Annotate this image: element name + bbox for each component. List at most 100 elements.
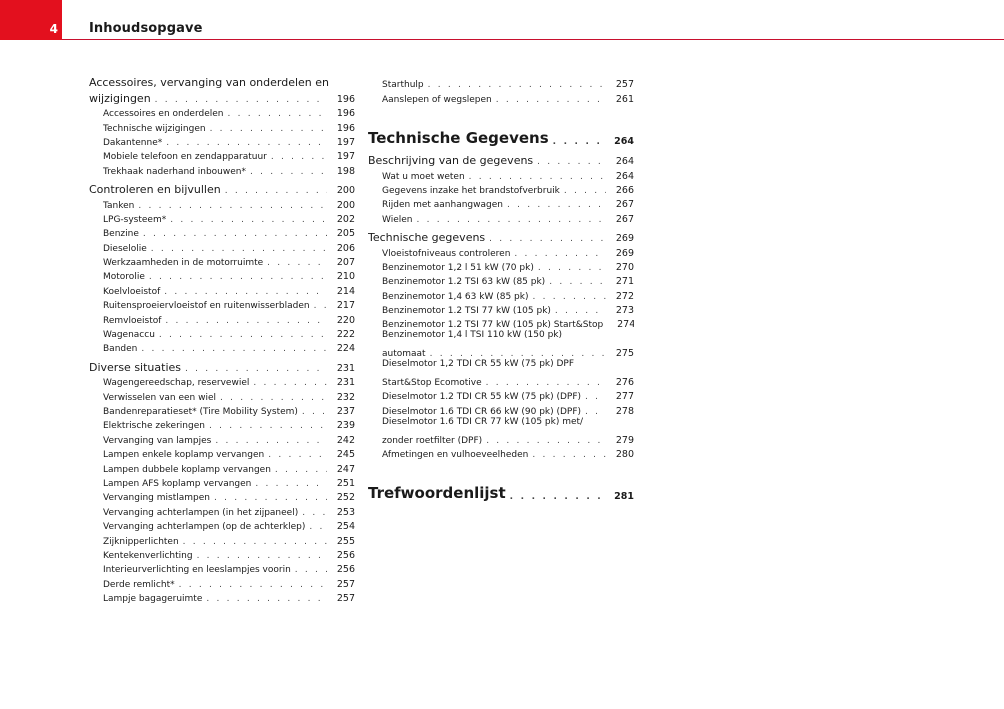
toc-entry-main[interactable]: Diverse situaties 231	[89, 359, 355, 374]
toc-page-number: 206	[336, 242, 355, 254]
toc-entry-title: Benzinemotor 1,4 63 kW (85 pk)	[382, 291, 529, 302]
toc-entry-sub[interactable]: Verwisselen van een wiel 232	[89, 388, 355, 403]
toc-entry-sub[interactable]: Dieselmotor 1,2 TDI CR 55 kW (75 pk) DPF…	[368, 359, 634, 388]
toc-entry-sub[interactable]: Mobiele telefoon en zendapparatuur 197	[89, 148, 355, 162]
toc-entry-sub[interactable]: Dieselolie 206	[89, 239, 355, 254]
toc-entry-sub[interactable]: Starthulp 257	[368, 76, 634, 90]
toc-entry-title: Zijknipperlichten	[103, 536, 179, 547]
toc-entry-sub[interactable]: Wagengereedschap, reservewiel 231	[89, 374, 355, 388]
toc-entry-sub[interactable]: Lampen AFS koplamp vervangen 251	[89, 475, 355, 489]
toc-entry-sub[interactable]: Kentekenverlichting 256	[89, 547, 355, 561]
toc-entry-sub[interactable]: Rijden met aanhangwagen 267	[368, 196, 634, 210]
toc-entry-sub[interactable]: Benzinemotor 1,4 63 kW (85 pk) 272	[368, 287, 634, 302]
toc-entry-title: Dieselmotor 1.2 TDI CR 55 kW (75 pk) (DP…	[382, 392, 582, 403]
toc-entry-sub[interactable]: Wat u moet weten 264	[368, 167, 634, 182]
toc-entry-sub[interactable]: Vervanging achterlampen (op de achterkle…	[89, 518, 355, 532]
toc-page-number: 210	[336, 271, 355, 283]
toc-entry-title: Technische Gegevens	[368, 128, 549, 147]
toc-entry-sub[interactable]: Tanken 200	[89, 196, 355, 211]
toc-entry-sub[interactable]: Benzinemotor 1,4 l TSI 110 kW (150 pk) au…	[368, 330, 634, 359]
toc-entry-sub[interactable]: Wielen 267	[368, 210, 634, 225]
toc-page-number: 278	[615, 405, 634, 417]
dot-leader	[197, 551, 327, 561]
toc-entry-sub[interactable]: Lampje bagageruimte 257	[89, 590, 355, 604]
toc-entry-sub[interactable]: Trekhaak naderhand inbouwen* 198	[89, 162, 355, 177]
toc-entry-title: Koelvloeistof	[103, 286, 161, 297]
toc-entry-sub[interactable]: Afmetingen en vulhoeveelheden 280	[368, 446, 634, 460]
dot-leader	[486, 378, 606, 388]
toc-page-number: 274	[617, 319, 634, 331]
toc-page-number: 264	[615, 170, 634, 182]
toc-entry-heading[interactable]: Technische Gegevens 264	[368, 127, 634, 147]
toc-entry-sub[interactable]: Wagenaccu 222	[89, 326, 355, 340]
toc-entry-sub[interactable]: Aanslepen of wegslepen 261	[368, 90, 634, 105]
toc-entry-sub[interactable]: Lampen dubbele koplamp vervangen 247	[89, 460, 355, 475]
toc-entry-title: Vloeistofniveaus controleren	[382, 248, 511, 259]
toc-entry-sub[interactable]: Vervanging van lampjes 242	[89, 431, 355, 446]
toc-entry-sub[interactable]: Dakantenne* 197	[89, 134, 355, 148]
dot-leader	[165, 316, 327, 326]
toc-page-number: 256	[336, 549, 355, 561]
toc-entry-sub[interactable]: Derde remlicht* 257	[89, 575, 355, 590]
toc-page-number: 280	[615, 448, 634, 460]
toc-entry-sub[interactable]: Interieurverlichting en leeslampjes voor…	[89, 561, 355, 575]
dot-leader	[149, 272, 327, 282]
toc-page-number: 200	[336, 199, 355, 211]
dot-leader	[164, 287, 327, 297]
dot-leader	[496, 95, 606, 105]
toc-entry-title: Benzinemotor 1,4 l TSI 110 kW (150 pk)	[382, 330, 563, 341]
dot-leader	[179, 580, 327, 590]
toc-entry-sub[interactable]: Vervanging mistlampen 252	[89, 489, 355, 503]
dot-leader	[215, 436, 327, 446]
toc-entry-sub[interactable]: Benzinemotor 1.2 TSI 77 kW (105 pk) 273	[368, 302, 634, 316]
dot-leader	[302, 508, 327, 518]
page-number: 4	[49, 22, 58, 36]
toc-entry-sub[interactable]: Ruitensproeiervloeistof en ruitenwisserb…	[89, 297, 355, 311]
toc-entry-sub[interactable]: Benzinemotor 1.2 TSI 63 kW (85 pk) 271	[368, 273, 634, 287]
toc-entry-sub[interactable]: Elektrische zekeringen 239	[89, 417, 355, 431]
toc-entry-title: Elektrische zekeringen	[103, 421, 205, 432]
toc-entry-sub[interactable]: Dieselmotor 1.6 TDI CR 66 kW (90 pk) (DP…	[368, 402, 634, 417]
toc-entry-sub[interactable]: Benzine 205	[89, 225, 355, 239]
toc-page-number: 207	[336, 257, 355, 269]
toc-entry-main[interactable]: Accessoires, vervanging van onderdelen e…	[89, 76, 355, 105]
toc-entry-sub[interactable]: Benzinemotor 1,2 l 51 kW (70 pk) 270	[368, 259, 634, 273]
toc-entry-sub[interactable]: Motorolie 210	[89, 268, 355, 282]
dot-leader	[210, 124, 327, 134]
toc-entry-title: Vervanging mistlampen	[103, 493, 210, 504]
toc-entry-title: Benzine	[103, 229, 139, 240]
toc-entry-main[interactable]: Technische gegevens 269	[368, 230, 634, 244]
toc-entry-sub[interactable]: Zijknipperlichten 255	[89, 532, 355, 547]
toc-entry-heading[interactable]: Trefwoordenlijst 281	[368, 482, 634, 502]
dot-leader	[253, 378, 327, 388]
toc-entry-sub[interactable]: Lampen enkele koplamp vervangen 245	[89, 446, 355, 460]
toc-entry-sub[interactable]: Benzinemotor 1.2 TSI 77 kW (105 pk) Star…	[368, 316, 634, 330]
toc-entry-sub[interactable]: Dieselmotor 1.2 TDI CR 55 kW (75 pk) (DP…	[368, 388, 634, 402]
toc-entry-title: Tanken	[103, 200, 135, 211]
toc-entry-sub[interactable]: Technische wijzigingen 196	[89, 119, 355, 134]
toc-entry-main[interactable]: Controleren en bijvullen 200	[89, 182, 355, 196]
dot-leader	[225, 186, 327, 196]
toc-entry-sub[interactable]: Vloeistofniveaus controleren 269	[368, 244, 634, 259]
toc-entry-sub[interactable]: Banden 224	[89, 340, 355, 354]
toc-entry-main[interactable]: Beschrijving van de gegevens 264	[368, 153, 634, 167]
dot-leader	[549, 277, 606, 287]
toc-page-number: 247	[336, 463, 355, 475]
toc-entry-sub[interactable]: Koelvloeistof 214	[89, 282, 355, 297]
toc-entry-sub[interactable]: Accessoires en onderdelen 196	[89, 105, 355, 119]
toc-entry-sub[interactable]: Vervanging achterlampen (in het zijpanee…	[89, 503, 355, 518]
toc-entry-sub[interactable]: Werkzaamheden in de motorruimte 207	[89, 254, 355, 268]
dot-leader	[416, 215, 606, 225]
toc-page-number: 266	[615, 184, 634, 196]
toc-entry-sub[interactable]: LPG-systeem* 202	[89, 211, 355, 225]
toc-entry-sub[interactable]: Remvloeistof 220	[89, 311, 355, 326]
dot-leader	[469, 172, 606, 182]
toc-entry-sub[interactable]: Gegevens inzake het brandstofverbruik 266	[368, 182, 634, 196]
toc-entry-title: Motorolie	[103, 272, 145, 283]
toc-entry-title: Benzinemotor 1,2 l 51 kW (70 pk)	[382, 262, 534, 273]
toc-entry-title: Dieselolie	[103, 243, 147, 254]
toc-entry-sub[interactable]: Bandenreparatieset* (Tire Mobility Syste…	[89, 403, 355, 417]
dot-leader	[430, 349, 606, 359]
dot-leader	[220, 393, 327, 403]
toc-entry-sub[interactable]: Dieselmotor 1.6 TDI CR 77 kW (105 pk) me…	[368, 417, 634, 446]
